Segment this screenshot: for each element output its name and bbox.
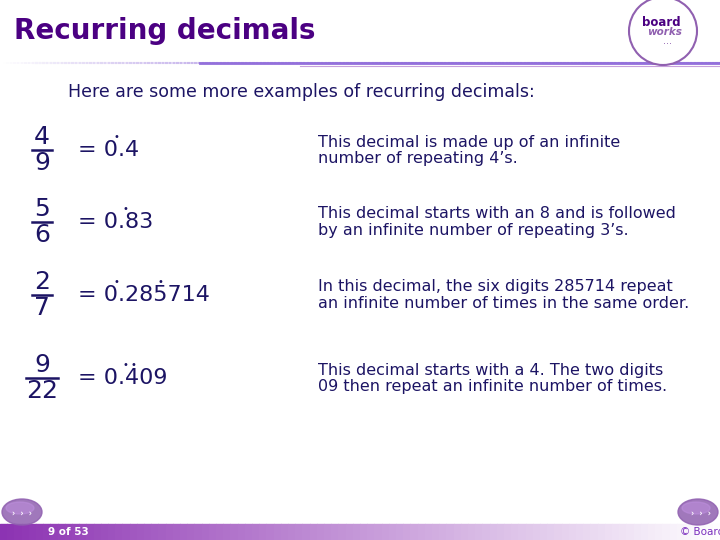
Text: 7: 7	[34, 296, 50, 320]
Text: •: •	[122, 360, 128, 370]
Text: •: •	[122, 204, 128, 214]
Text: = 0.83: = 0.83	[78, 212, 153, 232]
Text: number of repeating 4’s.: number of repeating 4’s.	[318, 152, 518, 166]
Text: •: •	[113, 132, 120, 142]
Text: ›  ›  ›: › › ›	[691, 509, 711, 517]
Ellipse shape	[678, 499, 718, 525]
Text: 22: 22	[26, 379, 58, 403]
Text: ...: ...	[662, 36, 672, 46]
Ellipse shape	[682, 502, 710, 514]
Text: = 0.285714: = 0.285714	[78, 285, 210, 305]
Ellipse shape	[6, 502, 34, 514]
Text: •: •	[131, 360, 137, 370]
Text: In this decimal, the six digits 285714 repeat: In this decimal, the six digits 285714 r…	[318, 280, 672, 294]
Text: Recurring decimals: Recurring decimals	[14, 17, 315, 45]
Text: 6: 6	[34, 223, 50, 247]
Text: © Boardworks Ltd 2005: © Boardworks Ltd 2005	[680, 527, 720, 537]
Text: board: board	[642, 16, 680, 29]
Text: 9: 9	[34, 353, 50, 377]
Text: an infinite number of times in the same order.: an infinite number of times in the same …	[318, 296, 689, 312]
Text: 9: 9	[34, 151, 50, 175]
Circle shape	[629, 0, 697, 65]
Ellipse shape	[2, 499, 42, 525]
Text: 9 of 53: 9 of 53	[48, 527, 89, 537]
Text: •: •	[158, 277, 163, 287]
Text: •: •	[113, 277, 120, 287]
Text: = 0.4: = 0.4	[78, 140, 139, 160]
Text: = 0.409: = 0.409	[78, 368, 168, 388]
Text: This decimal is made up of an infinite: This decimal is made up of an infinite	[318, 134, 620, 150]
Text: 2: 2	[34, 270, 50, 294]
Text: Here are some more examples of recurring decimals:: Here are some more examples of recurring…	[68, 83, 535, 101]
Text: 09 then repeat an infinite number of times.: 09 then repeat an infinite number of tim…	[318, 380, 667, 395]
Text: 4: 4	[34, 125, 50, 149]
Text: This decimal starts with an 8 and is followed: This decimal starts with an 8 and is fol…	[318, 206, 676, 221]
Text: This decimal starts with a 4. The two digits: This decimal starts with a 4. The two di…	[318, 362, 663, 377]
Text: works: works	[647, 27, 683, 37]
FancyBboxPatch shape	[0, 0, 720, 62]
Text: by an infinite number of repeating 3’s.: by an infinite number of repeating 3’s.	[318, 224, 629, 239]
Text: 5: 5	[34, 197, 50, 221]
Text: ›  ›  ›: › › ›	[12, 509, 32, 517]
